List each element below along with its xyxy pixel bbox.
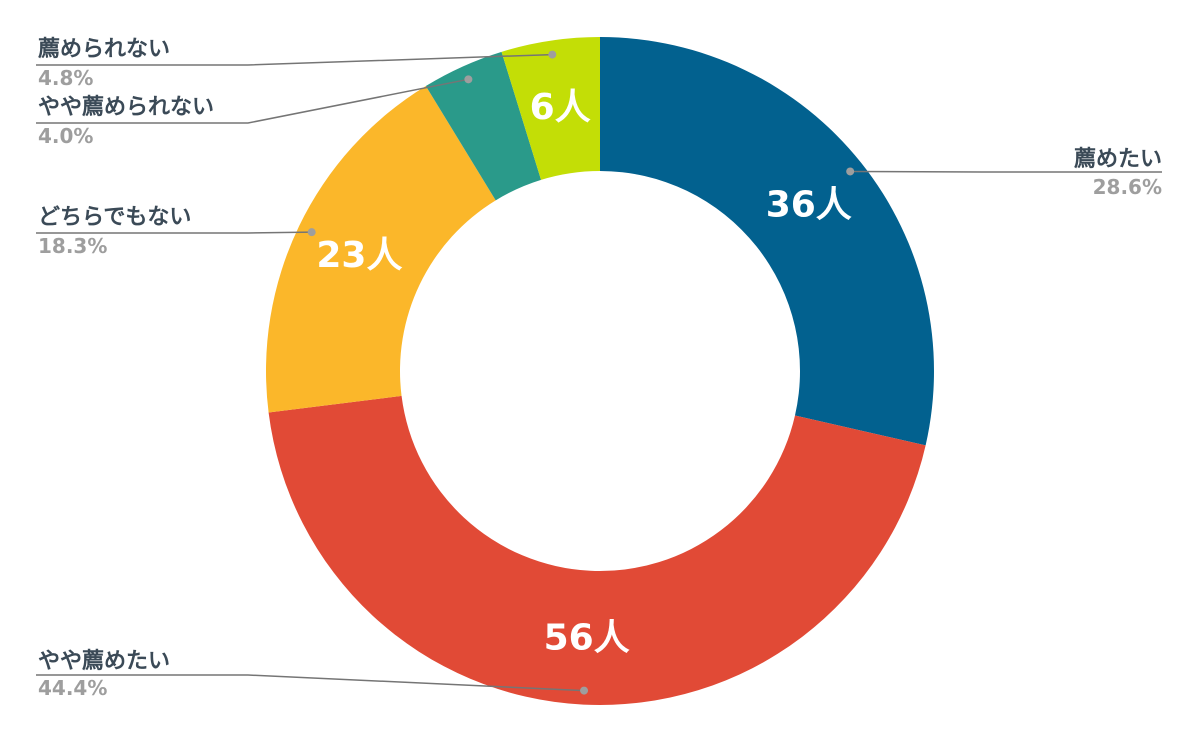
- leader-line-somewhat-recommend: [36, 674, 585, 692]
- percent-label-somewhat-not-recommend: 4.0%: [38, 124, 93, 148]
- category-label-somewhat-recommend: やや薦めたい: [38, 649, 170, 674]
- leader-line-neutral: [36, 231, 312, 234]
- category-label-recommend: 薦めたい: [1074, 147, 1162, 172]
- percent-label-neutral: 18.3%: [38, 234, 107, 258]
- leader-dot-somewhat-not-recommend: [464, 75, 473, 84]
- leader-line-not-recommend: [36, 53, 553, 66]
- leader-line-somewhat-not-recommend: [36, 78, 469, 124]
- slice-somewhat-not-recommend: [425, 51, 542, 201]
- value-label-recommend: 36人: [766, 185, 852, 226]
- category-label-somewhat-not-recommend: やや薦められない: [38, 95, 214, 120]
- percent-label-somewhat-recommend: 44.4%: [38, 676, 107, 700]
- leader-dot-recommend: [846, 167, 855, 176]
- leader-lines: [36, 50, 1162, 695]
- category-label-not-recommend: 薦められない: [38, 37, 170, 62]
- slice-somewhat-recommend: [268, 395, 926, 705]
- value-label-somewhat-recommend: 56人: [544, 618, 630, 659]
- value-label-neutral: 23人: [316, 235, 402, 276]
- category-label-neutral: どちらでもない: [38, 205, 191, 230]
- chart-slices: [266, 37, 934, 705]
- leader-dot-somewhat-recommend: [580, 686, 589, 695]
- slice-neutral: [266, 86, 496, 413]
- leader-line-recommend: [850, 170, 1162, 173]
- leader-dot-neutral: [307, 228, 316, 237]
- value-label-not-recommend: 6人: [530, 87, 591, 128]
- leader-dot-not-recommend: [548, 50, 557, 59]
- percent-label-recommend: 28.6%: [1093, 175, 1162, 199]
- slice-not-recommend: [501, 37, 600, 180]
- slice-recommend: [600, 37, 934, 446]
- percent-label-not-recommend: 4.8%: [38, 66, 93, 90]
